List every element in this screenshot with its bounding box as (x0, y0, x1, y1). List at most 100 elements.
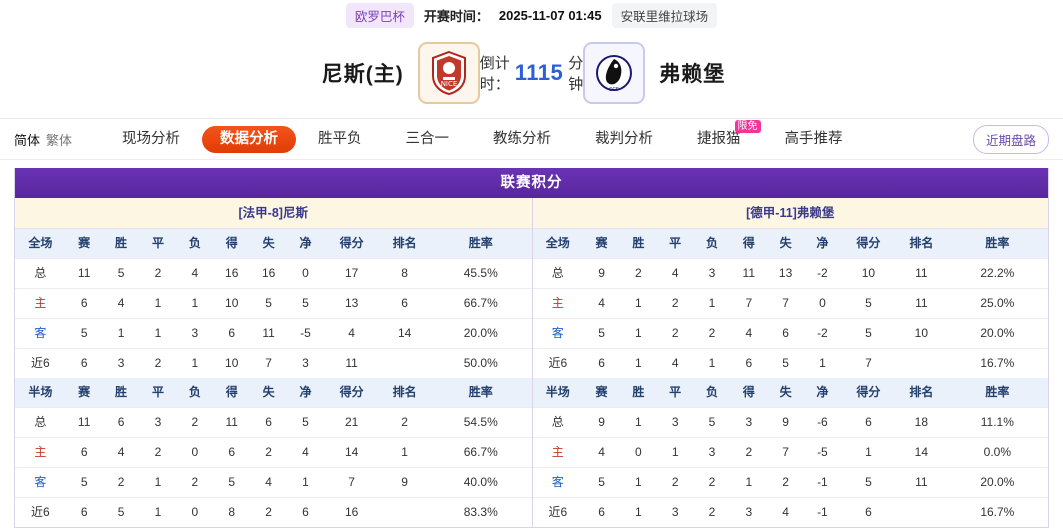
cell-against: 13 (767, 258, 804, 289)
table-header-row: 半场 赛 胜 平 负 得 失 净 得分 排名 胜率 (532, 378, 1048, 408)
cell-draw: 2 (656, 318, 694, 349)
col-scope: 半场 (15, 378, 66, 408)
col-draw: 平 (656, 229, 694, 259)
countdown-value: 1115 (514, 60, 564, 85)
cell-win: 0 (619, 437, 657, 468)
col-winrate: 胜率 (430, 229, 532, 259)
home-team[interactable]: 尼斯(主) NICE (120, 42, 480, 104)
tab-three-in-one[interactable]: 三合一 (384, 118, 472, 160)
cell-draw: 3 (139, 407, 177, 438)
cell-diff: -1 (817, 505, 828, 519)
cell-winrate: 16.7% (980, 505, 1015, 519)
cell-diff: 5 (287, 288, 324, 319)
cell-winrate: 20.0% (946, 318, 1048, 349)
cell-played: 6 (80, 505, 88, 519)
svg-text:NICE: NICE (440, 80, 457, 88)
recent-odds-button[interactable]: 近期盘路 (972, 124, 1049, 154)
cell-winrate: 50.0% (463, 356, 498, 370)
row-scope: 客 (532, 318, 584, 349)
col-played: 赛 (583, 229, 620, 259)
away-team[interactable]: SCF 弗赖堡 (583, 42, 943, 104)
cell-winrate: 54.5% (430, 407, 532, 438)
cell-for: 11 (730, 258, 768, 289)
tab-coach-analysis[interactable]: 教练分析 (471, 118, 573, 160)
svg-text:SCF: SCF (609, 87, 619, 93)
col-win: 胜 (619, 229, 657, 259)
row-scope: 总 (15, 407, 66, 438)
away-team-name: 弗赖堡 (659, 63, 726, 86)
cell-against: 7 (767, 437, 804, 468)
cell-rank: 18 (896, 407, 947, 438)
cell-winrate: 16.7% (980, 356, 1015, 370)
cell-rank: 9 (379, 467, 430, 498)
cell-lose: 3 (693, 437, 731, 468)
cell-points: 7 (323, 467, 380, 498)
cell-played: 11 (65, 407, 103, 438)
tab-expert-picks[interactable]: 高手推荐 (763, 118, 865, 160)
tab-live-analysis[interactable]: 现场分析 (100, 118, 202, 160)
cell-draw: 1 (139, 288, 177, 319)
table-header-row: 半场 赛 胜 平 负 得 失 净 得分 排名 胜率 (15, 378, 532, 408)
cell-winrate: 20.0% (430, 318, 532, 349)
col-lose: 负 (693, 229, 731, 259)
cell-draw: 1 (154, 505, 162, 519)
col-draw: 平 (139, 378, 177, 408)
cell-rank: 14 (379, 318, 430, 349)
cell-diff: 4 (287, 437, 324, 468)
col-rank: 排名 (896, 378, 947, 408)
cell-lose: 1 (176, 288, 214, 319)
cell-rank: 11 (896, 258, 947, 289)
cell-points: 16 (344, 505, 359, 519)
language-switch[interactable]: 简体 繁体 (14, 130, 72, 149)
cell-win: 4 (102, 288, 140, 319)
cell-lose: 1 (693, 288, 731, 319)
cell-diff: 6 (302, 505, 309, 519)
kickoff-label: 开赛时间： (423, 8, 489, 24)
table-row: 主 4 0 1 3 2 7 -5 1 14 0.0% (532, 437, 1048, 468)
cell-lose: 4 (176, 258, 214, 289)
cell-win: 1 (102, 318, 140, 349)
cell-played: 6 (598, 356, 605, 370)
lang-simplified[interactable]: 简体 (14, 132, 41, 148)
col-against: 失 (250, 378, 288, 408)
cell-lose: 2 (693, 318, 731, 349)
cell-draw: 1 (139, 318, 177, 349)
cell-win: 2 (619, 258, 657, 289)
row-scope: 近6 (31, 356, 50, 370)
cell-win: 5 (117, 505, 125, 519)
cell-rank (896, 498, 947, 528)
cell-winrate: 11.1% (946, 407, 1048, 438)
cell-for: 3 (730, 407, 768, 438)
cell-points: 14 (323, 437, 380, 468)
cell-rank (896, 349, 947, 379)
cell-for: 1 (730, 467, 768, 498)
tab-data-analysis[interactable]: 数据分析 (202, 125, 297, 153)
cell-against: 5 (782, 356, 789, 370)
lang-traditional[interactable]: 繁体 (46, 132, 73, 148)
cell-rank: 2 (379, 407, 430, 438)
col-rank: 排名 (896, 229, 947, 259)
cell-against: 9 (767, 407, 804, 438)
tab-win-draw-lose[interactable]: 胜平负 (296, 118, 384, 160)
cell-points: 13 (323, 288, 380, 319)
cell-draw: 3 (656, 407, 694, 438)
cell-lose: 5 (693, 407, 731, 438)
cell-against: 5 (250, 288, 288, 319)
table-row: 总 11 6 3 2 11 6 5 21 2 54.5% (15, 407, 532, 438)
tab-referee-analysis[interactable]: 裁判分析 (573, 118, 675, 160)
standings-split: [法甲-8]尼斯 全场 赛 胜 平 负 得 失 净 得分 排名 胜率 总 (15, 198, 1048, 527)
row-scope: 客 (15, 467, 66, 498)
cell-win: 5 (102, 258, 140, 289)
tab-jiebaomao[interactable]: 捷报猫 限免 (675, 118, 763, 160)
cell-draw: 2 (139, 258, 177, 289)
cell-draw: 1 (656, 437, 694, 468)
cell-win: 1 (635, 356, 642, 370)
col-points: 得分 (323, 378, 380, 408)
cell-draw: 2 (154, 356, 162, 370)
cell-diff: 3 (302, 356, 309, 370)
table-header-row: 全场 赛 胜 平 负 得 失 净 得分 排名 胜率 (15, 229, 532, 259)
table-row: 近6 6 5 1 0 8 2 6 16 83.3% (15, 498, 532, 528)
col-for: 得 (213, 378, 251, 408)
cell-points: 10 (840, 258, 897, 289)
col-winrate: 胜率 (946, 229, 1048, 259)
